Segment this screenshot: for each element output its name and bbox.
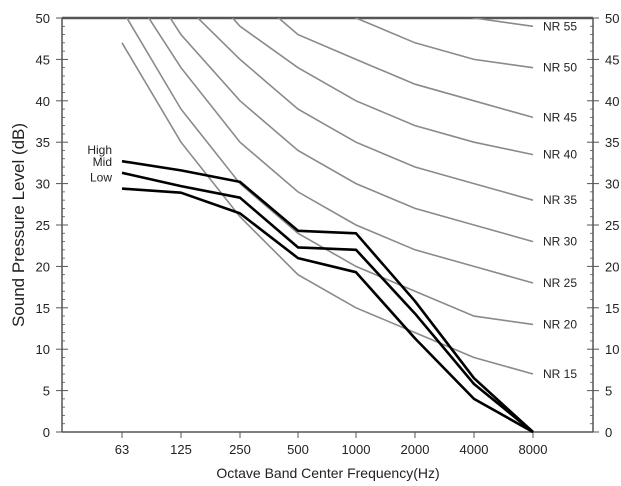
series-line xyxy=(121,159,534,433)
series-label: Low xyxy=(90,171,112,185)
y-tick-label-left: 10 xyxy=(36,342,50,357)
nr-curve-label: NR 25 xyxy=(543,276,577,290)
nr-curve-label: NR 40 xyxy=(543,148,577,162)
series-line xyxy=(121,171,534,434)
y-tick-label-left: 5 xyxy=(43,384,50,399)
nr-curve-label: NR 20 xyxy=(543,317,577,331)
y-tick-label-right: 30 xyxy=(605,177,619,192)
series-label: High xyxy=(87,143,112,157)
x-tick-label: 63 xyxy=(115,442,129,457)
nr-curve-line xyxy=(121,42,534,375)
nr-curve-line xyxy=(277,18,534,119)
y-tick-label-right: 50 xyxy=(605,11,619,26)
y-tick-label-right: 40 xyxy=(605,94,619,109)
nr-curve-label: NR 50 xyxy=(543,61,577,75)
nr-curve-line xyxy=(231,18,534,156)
y-tick-label-right: 15 xyxy=(605,301,619,316)
nr-curve-label: NR 35 xyxy=(543,193,577,207)
x-tick-label: 1000 xyxy=(342,442,371,457)
y-tick-label-left: 50 xyxy=(36,11,50,26)
nr-curve-label: NR 30 xyxy=(543,235,577,249)
y-tick-label-right: 35 xyxy=(605,135,619,150)
y-tick-label-right: 45 xyxy=(605,52,619,67)
nr-curve-line xyxy=(471,18,534,28)
y-tick-label-left: 40 xyxy=(36,94,50,109)
y-axis-label: Sound Pressure Level (dB) xyxy=(9,123,28,327)
y-tick-label-left: 20 xyxy=(36,259,50,274)
nr-curve-line xyxy=(196,18,534,201)
y-tick-label-right: 0 xyxy=(605,425,612,440)
y-tick-label-left: 0 xyxy=(43,425,50,440)
plot-area: 0 0 5 5 10 10 15 15 20 20 25 25 30 30 35 35 40 40 45 45 50 50… xyxy=(36,11,620,457)
y-tick-label-right: 5 xyxy=(605,384,612,399)
nr-curve-line xyxy=(169,18,534,243)
y-tick-label-right: 20 xyxy=(605,259,619,274)
x-tick-label: 125 xyxy=(170,442,192,457)
y-tick-label-left: 15 xyxy=(36,301,50,316)
series-line xyxy=(121,187,534,434)
series-label: Mid xyxy=(93,155,112,169)
nr-curve-label: NR 45 xyxy=(543,110,577,124)
y-tick-label-left: 25 xyxy=(36,218,50,233)
nr-curve-label: NR 55 xyxy=(543,19,577,33)
x-tick-label: 500 xyxy=(287,442,309,457)
y-tick-label-right: 10 xyxy=(605,342,619,357)
y-tick-label-left: 30 xyxy=(36,177,50,192)
x-tick-label: 2000 xyxy=(401,442,430,457)
y-tick-label-right: 25 xyxy=(605,218,619,233)
x-tick-label: 250 xyxy=(229,442,251,457)
nr-curve-line xyxy=(353,18,534,69)
y-tick-label-left: 35 xyxy=(36,135,50,150)
y-tick-label-left: 45 xyxy=(36,52,50,67)
x-tick-label: 8000 xyxy=(519,442,548,457)
nr-curve-label: NR 15 xyxy=(543,367,577,381)
x-tick-label: 4000 xyxy=(460,442,489,457)
nr-curve-line xyxy=(147,18,534,284)
x-axis-label: Octave Band Center Frequency(Hz) xyxy=(216,465,439,481)
